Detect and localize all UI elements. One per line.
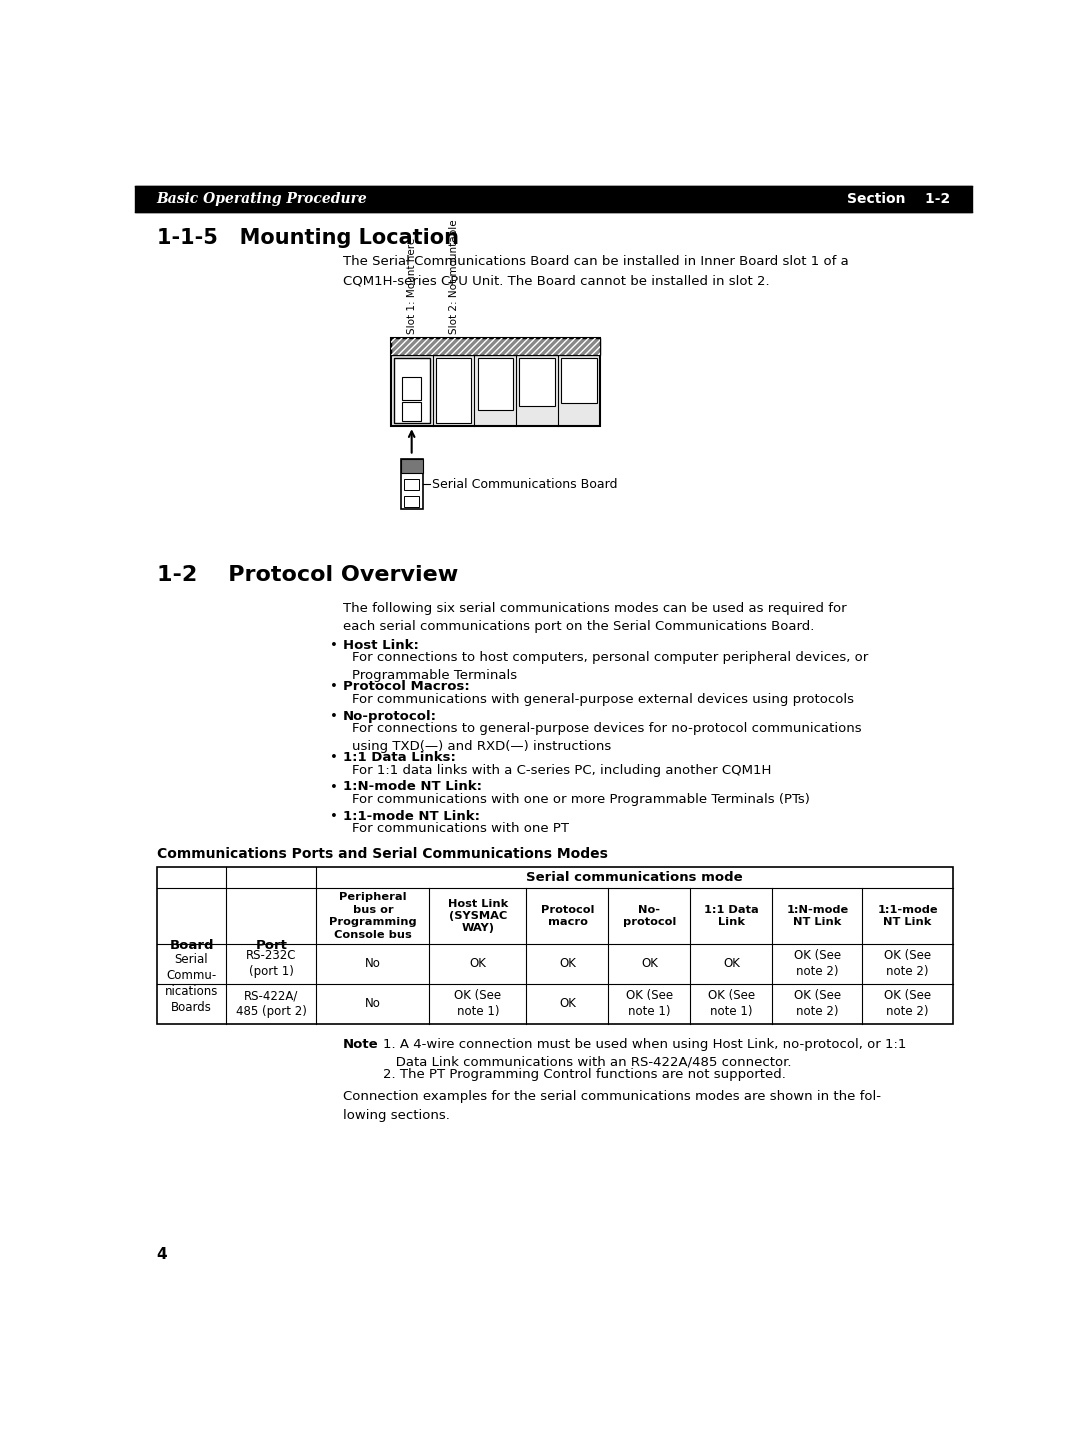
Text: OK: OK [470,957,486,970]
Text: 2. The PT Programming Control functions are not supported.: 2. The PT Programming Control functions … [383,1069,786,1082]
Bar [477,357,513,410]
Text: No-
protocol: No- protocol [623,905,676,927]
Text: •: • [330,809,338,822]
Text: Host Link
(SYSMAC
WAY): Host Link (SYSMAC WAY) [448,898,508,933]
Text: 1:1 Data Links:: 1:1 Data Links: [342,752,456,765]
Text: OK: OK [559,957,576,970]
Text: Slot 1: Mount here: Slot 1: Mount here [407,238,417,334]
Text: OK (See
note 1): OK (See note 1) [707,989,755,1019]
Text: RS-232C
(port 1): RS-232C (port 1) [246,950,297,979]
Bar [391,337,600,354]
Text: Note: Note [342,1038,378,1050]
Bar [391,337,600,426]
Text: Communications Ports and Serial Communications Modes: Communications Ports and Serial Communic… [157,847,608,861]
Text: OK (See
note 2): OK (See note 2) [885,950,931,979]
Text: RS-422A/
485 (port 2): RS-422A/ 485 (port 2) [237,989,307,1019]
Text: For connections to host computers, personal computer peripheral devices, or
Prog: For connections to host computers, perso… [352,651,868,682]
Text: 1:N-mode
NT Link: 1:N-mode NT Link [786,905,849,927]
Text: Slot 2: Not mountable: Slot 2: Not mountable [448,220,459,334]
Text: For communications with one PT: For communications with one PT [352,822,569,835]
Bar [562,357,597,403]
Text: •: • [330,752,338,765]
Text: No: No [365,997,381,1010]
Text: Serial
Commu-
nications
Boards: Serial Commu- nications Boards [165,953,218,1015]
Text: No-protocol:: No-protocol: [342,710,436,723]
Bar [401,459,422,474]
Text: OK (See
note 2): OK (See note 2) [885,989,931,1019]
Text: Basic Operating Procedure: Basic Operating Procedure [157,192,367,207]
Text: OK (See
note 2): OK (See note 2) [794,950,841,979]
Text: •: • [330,639,338,651]
Text: 1-2    Protocol Overview: 1-2 Protocol Overview [157,565,458,585]
Text: The following six serial communications modes can be used as required for
each s: The following six serial communications … [342,601,847,633]
Text: Serial communications mode: Serial communications mode [526,871,743,884]
Text: Protocol Macros:: Protocol Macros: [342,680,470,693]
Text: The Serial Communications Board can be installed in Inner Board slot 1 of a
CQM1: The Serial Communications Board can be i… [342,255,849,287]
Text: OK (See
note 1): OK (See note 1) [455,989,501,1019]
Text: Board: Board [170,938,214,951]
Bar [404,497,419,507]
Text: •: • [330,781,338,794]
Text: OK: OK [723,957,740,970]
Text: Section    1-2: Section 1-2 [847,192,950,207]
Text: 1:1 Data
Link: 1:1 Data Link [704,905,759,927]
Bar [402,377,421,400]
Text: Port: Port [256,938,287,951]
Text: •: • [330,710,338,723]
Bar [157,867,953,1023]
Bar [519,357,555,406]
Text: No: No [365,957,381,970]
Bar [402,402,421,420]
Bar [394,357,430,423]
Text: 1:1-mode
NT Link: 1:1-mode NT Link [877,905,937,927]
Text: OK: OK [640,957,658,970]
Text: OK (See
note 2): OK (See note 2) [794,989,841,1019]
Bar [135,187,972,212]
Bar [404,479,419,491]
Text: 1-1-5   Mounting Location: 1-1-5 Mounting Location [157,228,459,248]
Bar [401,459,422,509]
Text: 1:1-mode NT Link:: 1:1-mode NT Link: [342,809,480,822]
Bar [391,337,600,354]
Text: Connection examples for the serial communications modes are shown in the fol-
lo: Connection examples for the serial commu… [342,1091,880,1122]
Text: Peripheral
bus or
Programming
Console bus: Peripheral bus or Programming Console bu… [329,893,417,940]
Text: For connections to general-purpose devices for no-protocol communications
using : For connections to general-purpose devic… [352,722,862,753]
Text: For communications with general-purpose external devices using protocols: For communications with general-purpose … [352,693,854,706]
Text: 4: 4 [157,1247,167,1261]
Text: Protocol
macro: Protocol macro [541,905,594,927]
Text: •: • [330,680,338,693]
Text: For communications with one or more Programmable Terminals (PTs): For communications with one or more Prog… [352,792,810,806]
Text: OK: OK [559,997,576,1010]
Text: For 1:1 data links with a C-series PC, including another CQM1H: For 1:1 data links with a C-series PC, i… [352,763,771,776]
Bar [435,357,471,423]
Text: Host Link:: Host Link: [342,639,419,651]
Text: 1:N-mode NT Link:: 1:N-mode NT Link: [342,781,482,794]
Text: OK (See
note 1): OK (See note 1) [625,989,673,1019]
Text: Serial Communications Board: Serial Communications Board [432,478,618,491]
Text: 1. A 4-wire connection must be used when using Host Link, no-protocol, or 1:1
  : 1. A 4-wire connection must be used when… [383,1038,906,1069]
